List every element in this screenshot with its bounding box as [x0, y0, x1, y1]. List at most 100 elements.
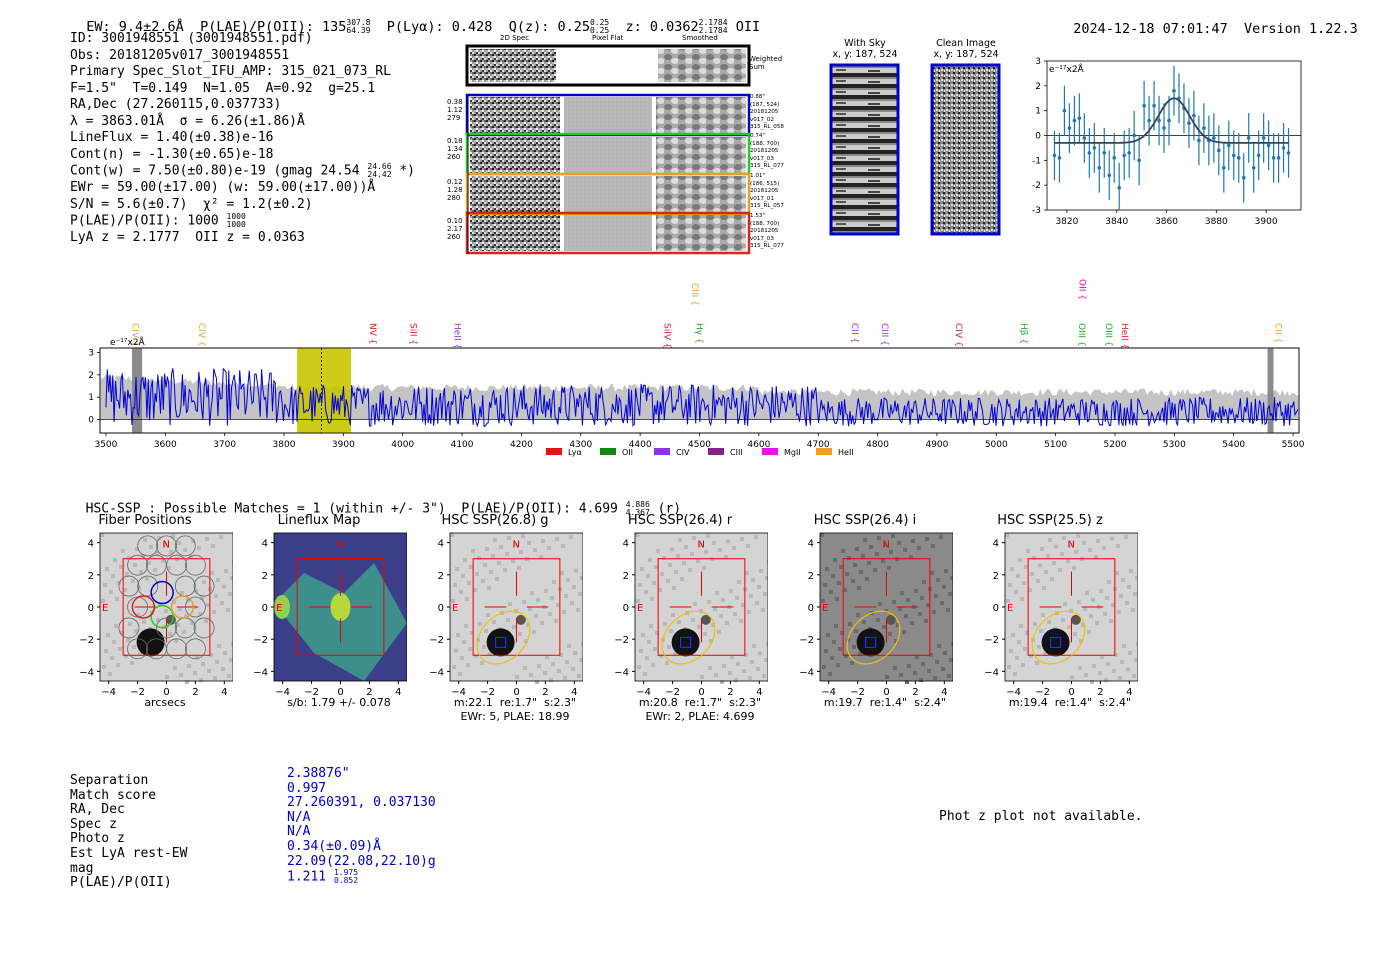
- hsc-image-pixel: [514, 609, 518, 613]
- hsc-ytick-label: −2: [984, 635, 999, 646]
- hsc-image-pixel: [873, 568, 877, 572]
- fit-point: [1241, 175, 1246, 180]
- hsc-image-pixel: [566, 578, 570, 582]
- with-sky-image: [829, 63, 900, 236]
- hsc-image-pixel: [1135, 576, 1138, 580]
- hsc-image-pixel: [1047, 620, 1051, 624]
- fit-ytick-label: -3: [1032, 206, 1041, 216]
- hsc-panel-title: HSC SSP(26.4) i: [813, 513, 917, 528]
- spec-gray-bands: [132, 348, 1274, 433]
- hsc-image-pixel: [567, 644, 571, 648]
- spec-xtick-label: 4900: [925, 440, 948, 450]
- hsc-image-pixel: [885, 675, 889, 679]
- spectral-line-label: Hβ {: [1018, 323, 1028, 344]
- spec-xtick-label: 4600: [747, 440, 770, 450]
- hsc-image-pixel: [526, 623, 530, 627]
- hsc-image-pixel: [919, 678, 923, 682]
- hsc-image-pixel: [460, 656, 464, 660]
- hsc-image-pixel: [882, 625, 886, 629]
- spectral-line-label: SiII {: [407, 323, 417, 345]
- hsc-image-pixel: [765, 576, 768, 580]
- hsc-image-pixel: [564, 594, 568, 598]
- hsc-image-pixel: [887, 566, 891, 570]
- cutout-row-4: [465, 211, 751, 255]
- compass-east: E: [1007, 603, 1013, 614]
- fiber-circle: [185, 638, 206, 660]
- hsc-image-pixel: [660, 572, 664, 576]
- spec-xtick-label: 3900: [332, 440, 355, 450]
- fit-y-axis: 3 2 1 0 -1 -2 -3: [1032, 57, 1047, 216]
- hsc-image-pixel: [914, 589, 918, 593]
- info-obs: Obs: 20181205v017_3001948551: [70, 47, 290, 63]
- hsc-image-pixel: [1006, 599, 1010, 603]
- hsc-image-pixel: [1096, 539, 1100, 543]
- hsc-image-pixel: [929, 653, 933, 657]
- hsc-image-pixel: [935, 660, 939, 664]
- fit-ytick-label: 2: [1035, 82, 1041, 92]
- hsc-image-pixel: [941, 667, 945, 671]
- hsc-image-pixel: [532, 630, 536, 634]
- hsc-image-pixel: [116, 663, 120, 667]
- hsc-image-pixel: [497, 561, 501, 565]
- hsc-image-pixel: [213, 676, 217, 680]
- hsc-xtick-label: −2: [665, 687, 680, 698]
- row3-left: 0.12 1.28 280: [447, 178, 463, 202]
- hsc-image-pixel: [1099, 589, 1103, 593]
- spec-xtick-label: 5000: [985, 440, 1008, 450]
- hsc-image-pixel: [839, 565, 843, 569]
- hsc-image-pixel: [551, 662, 555, 666]
- hsc-ytick-label: 4: [88, 539, 94, 550]
- cutout-row-3: [465, 172, 751, 216]
- hsc-image-pixel: [677, 620, 681, 624]
- hsc-image-pixel: [750, 660, 754, 664]
- hsc-image-pixel: [1023, 647, 1027, 651]
- hsc-image-pixel: [1091, 598, 1095, 602]
- hsc-xtick-label: −4: [1006, 687, 1021, 698]
- hsc-image-pixel: [878, 602, 882, 606]
- hsc-image-pixel: [230, 576, 233, 580]
- hsc-image-pixel: [582, 560, 583, 564]
- hsc-image-pixel: [189, 555, 193, 559]
- legend-label: MgII: [784, 448, 801, 457]
- hsc-image-pixel: [207, 669, 211, 673]
- hsc-image-pixel: [1072, 566, 1076, 570]
- hsc-image-pixel: [1021, 663, 1025, 667]
- compass-north: N: [883, 539, 890, 550]
- fit-point: [1082, 136, 1087, 140]
- compass-east: E: [452, 603, 458, 614]
- hsc-image-pixel: [1015, 656, 1019, 660]
- hsc-panel-caption-2: EWr: 5, PLAE: 18.99: [460, 710, 570, 723]
- hsc-image-pixel: [1094, 555, 1098, 559]
- legend-swatch: [762, 448, 778, 455]
- hsc-panel-title: HSC SSP(25.5) z: [997, 513, 1103, 528]
- hsc-image-pixel: [949, 658, 953, 662]
- hsc-image-pixel: [1069, 609, 1073, 613]
- info-plae: P(LAE)/P(OII): 1000 1000 1000: [70, 212, 246, 229]
- hsc-image-pixel: [1067, 625, 1071, 629]
- weighted-sum-label: Weighted Sum: [749, 55, 783, 71]
- hsc-image-pixel: [224, 569, 228, 573]
- hsc-xtick-label: 0: [883, 687, 889, 698]
- hsc-image-pixel: [576, 608, 580, 612]
- hsc-image-pixel: [824, 649, 828, 653]
- hsc-image-pixel: [867, 561, 871, 565]
- hsc-image-pixel: [179, 673, 183, 677]
- spec-ylabel-annot: e⁻¹⁷x2Å: [110, 336, 146, 348]
- hsc-image-pixel: [709, 639, 713, 643]
- hsc-image-pixel: [766, 642, 768, 646]
- hsc-image-pixel: [215, 660, 219, 664]
- hsc-image-pixel: [732, 546, 736, 550]
- hsc-image-pixel: [198, 612, 202, 616]
- fit-point: [1187, 121, 1191, 125]
- spectral-line-label: HeII {: [451, 323, 461, 349]
- hsc-image-bg: [450, 533, 583, 681]
- hsc-image-pixel: [844, 654, 848, 658]
- hsc-image-pixel: [505, 552, 509, 556]
- header-plae-bounds: 307.8 64.39: [346, 18, 371, 35]
- hsc-image-pixel: [506, 618, 510, 622]
- hsc-image-pixel: [465, 597, 469, 601]
- compass-east: E: [637, 603, 643, 614]
- hsc-image-pixel: [1033, 622, 1037, 626]
- hsc-xtick-label: 2: [1097, 687, 1103, 698]
- header-z: z: 0.0362: [625, 19, 699, 35]
